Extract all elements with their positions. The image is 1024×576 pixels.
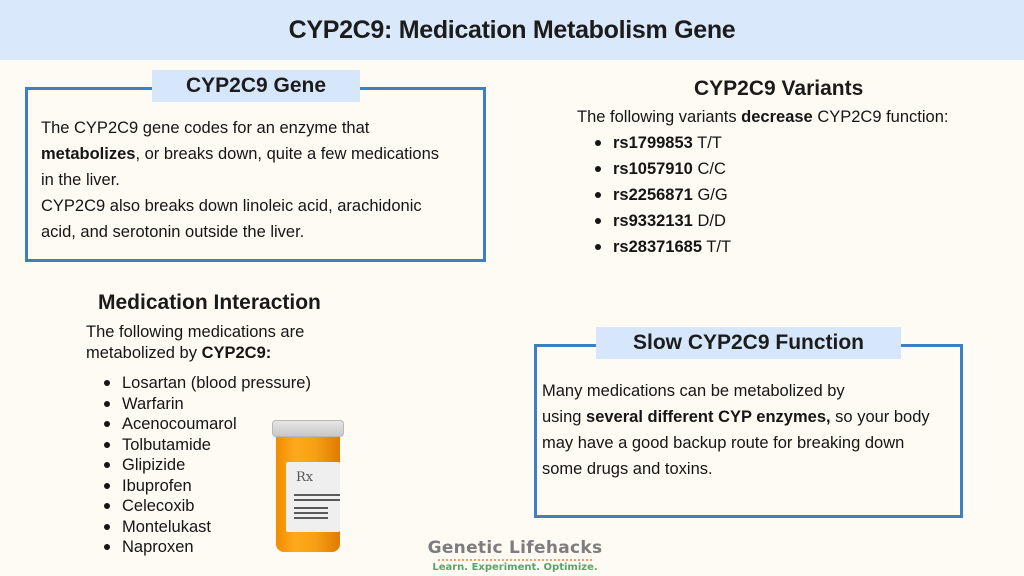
intro-fragment: CYP2C9 function: [812,108,949,126]
gene-text-line: metabolizes, or breaks down, quite a few… [41,141,481,167]
logo-divider [438,559,592,561]
label-line [294,517,328,519]
label-line [294,499,340,501]
label-line [294,494,340,496]
medication-item: Ibuprofen [100,476,311,497]
gene-text-line: CYP2C9 also breaks down linoleic acid, a… [41,197,422,215]
gene-text-line: acid, and serotonin outside the liver. [41,223,305,241]
header-banner: CYP2C9: Medication Metabolism Gene [0,0,1024,60]
intro-line: The following medications are [86,323,305,341]
text-fragment: so your body [830,408,930,426]
medication-item: Acenocoumarol [100,414,311,435]
variant-rsid: rs9332131 [613,212,693,230]
medications-list: Losartan (blood pressure) Warfarin Aceno… [100,373,311,558]
slow-box-text: Many medications can be metabolized by u… [542,378,962,482]
variant-genotype: D/D [697,212,726,230]
bold-term: several different CYP enzymes, [586,408,831,426]
bold-term: metabolizes [41,145,136,163]
bold-term: decrease [741,108,813,126]
medication-item: Celecoxib [100,496,311,517]
slow-text-line: some drugs and toxins. [542,460,713,478]
slow-text-line: Many medications can be metabolized by [542,382,845,400]
variant-item: rs9332131 D/D [591,208,731,234]
label-line [294,512,328,514]
gene-text-fragment: , or breaks down, quite a few medication… [135,145,440,163]
bottle-label: Rx [286,462,340,532]
variant-rsid: rs1799853 [613,134,693,152]
gene-text-line: The CYP2C9 gene codes for an enzyme that [41,119,370,137]
variants-intro: The following variants decrease CYP2C9 f… [577,107,948,128]
variant-item: rs1799853 T/T [591,130,731,156]
intro-fragment: metabolized by [86,344,202,362]
page-title: CYP2C9: Medication Metabolism Gene [288,15,736,44]
medications-intro: The following medications are metabolize… [86,322,304,364]
intro-fragment: The following variants [577,108,742,126]
gene-box-title: CYP2C9 Gene [152,70,360,102]
medications-title: Medication Interaction [98,291,321,314]
variant-item: rs28371685 T/T [591,234,731,260]
label-line [294,507,328,509]
pill-bottle-icon: Rx [272,420,346,554]
variant-rsid: rs2256871 [613,186,693,204]
variant-genotype: T/T [697,134,722,152]
logo-tagline: Learn. Experiment. Optimize. [432,562,598,573]
logo-name: Genetic Lifehacks [427,538,603,558]
medication-item: Naproxen [100,537,311,558]
rx-symbol-icon: Rx [296,470,314,485]
slow-box-title: Slow CYP2C9 Function [596,327,901,359]
variant-genotype: C/C [697,160,726,178]
genetic-lifehacks-logo: Genetic Lifehacks Learn. Experiment. Opt… [410,538,620,573]
gene-box-text: The CYP2C9 gene codes for an enzyme that… [41,115,481,245]
medication-item: Montelukast [100,517,311,538]
gene-text-line: in the liver. [41,171,120,189]
variant-item: rs1057910 C/C [591,156,731,182]
variant-rsid: rs1057910 [613,160,693,178]
medication-item: Losartan (blood pressure) [100,373,311,394]
variant-genotype: G/G [697,186,728,204]
medication-item: Glipizide [100,455,311,476]
medication-item: Tolbutamide [100,435,311,456]
variant-genotype: T/T [706,238,732,256]
variant-item: rs2256871 G/G [591,182,731,208]
intro-line: metabolized by CYP2C9: [86,343,304,364]
slow-text-line: using several different CYP enzymes, so … [542,404,962,430]
slow-text-line: may have a good backup route for breakin… [542,434,905,452]
slow-function-box [534,344,963,518]
variants-list: rs1799853 T/T rs1057910 C/C rs2256871 G/… [591,130,731,260]
text-fragment: using [542,408,587,426]
variants-title: CYP2C9 Variants [694,77,864,100]
medication-item: Warfarin [100,394,311,415]
bottle-cap [272,420,344,437]
bold-term: CYP2C9: [201,344,272,362]
variant-rsid: rs28371685 [613,238,703,256]
